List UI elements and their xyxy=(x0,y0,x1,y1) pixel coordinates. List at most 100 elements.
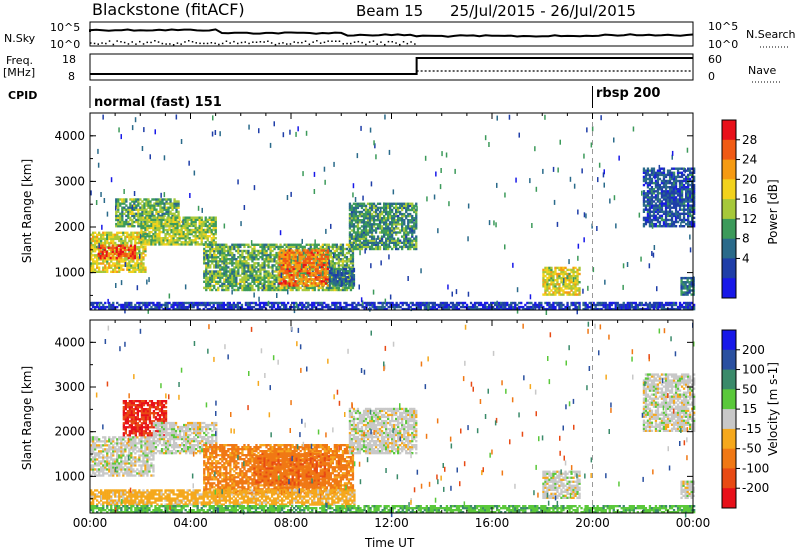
data-cell xyxy=(207,278,210,281)
data-cell xyxy=(269,280,272,283)
data-cell xyxy=(376,202,380,205)
data-cell xyxy=(349,253,353,257)
freq-tick-bottom: 8 xyxy=(68,70,75,83)
data-cell xyxy=(680,281,683,284)
data-cell xyxy=(190,218,193,221)
data-cell xyxy=(354,221,358,224)
data-cell xyxy=(656,225,660,228)
data-cell xyxy=(207,245,210,249)
data-cell xyxy=(267,270,270,273)
data-cell xyxy=(273,288,276,292)
data-cell xyxy=(562,266,565,270)
data-cell xyxy=(389,217,392,220)
data-cell xyxy=(682,276,685,280)
data-cell xyxy=(112,252,115,255)
data-cell xyxy=(261,278,264,281)
data-cell xyxy=(233,245,236,249)
data-cell xyxy=(660,188,664,191)
data-cell xyxy=(98,266,101,269)
data-cell xyxy=(654,208,658,211)
data-cell xyxy=(297,243,300,246)
data-cell xyxy=(337,247,340,251)
cpid-mode-1: normal (fast) 151 xyxy=(94,95,222,110)
data-cell xyxy=(133,252,136,256)
data-cell xyxy=(121,225,124,228)
data-cell xyxy=(650,198,654,201)
data-cell xyxy=(372,221,376,224)
data-cell xyxy=(142,230,145,234)
data-cell xyxy=(385,221,388,224)
data-cell xyxy=(164,218,167,221)
data-cell xyxy=(323,247,326,251)
data-cell xyxy=(343,266,347,269)
data-cell xyxy=(247,243,250,246)
data-cell xyxy=(136,256,139,259)
data-cell xyxy=(314,278,317,281)
data-cell xyxy=(232,301,235,305)
data-cell xyxy=(370,202,374,205)
data-cell xyxy=(142,226,145,230)
data-cell xyxy=(135,214,138,218)
data-cell xyxy=(176,222,179,226)
data-cell xyxy=(140,254,143,257)
data-cell xyxy=(140,222,143,226)
data-cell xyxy=(148,301,151,305)
data-cell xyxy=(656,196,660,199)
data-cell xyxy=(118,303,121,307)
data-cell xyxy=(346,276,350,279)
data-cell xyxy=(660,192,664,195)
data-cell xyxy=(133,244,136,247)
data-cell xyxy=(164,239,167,242)
data-cell xyxy=(142,303,145,307)
data-cell xyxy=(648,210,652,213)
data-cell xyxy=(229,276,232,279)
data-cell xyxy=(658,186,662,189)
data-cell xyxy=(300,253,303,256)
data-cell xyxy=(680,293,683,296)
data-cell xyxy=(103,246,106,249)
nsearch-point xyxy=(402,41,405,43)
data-cell xyxy=(277,247,280,251)
data-cell xyxy=(281,274,284,277)
data-cell xyxy=(407,208,410,212)
data-cell xyxy=(360,212,364,216)
nsearch-point xyxy=(180,43,182,45)
data-cell xyxy=(326,276,329,279)
data-cell xyxy=(680,225,684,228)
data-cell xyxy=(118,237,121,241)
data-cell xyxy=(225,245,228,249)
data-cell xyxy=(650,206,654,209)
data-cell xyxy=(374,214,378,218)
data-cell xyxy=(642,183,646,187)
data-cell xyxy=(674,181,678,185)
data-cell xyxy=(203,260,206,263)
data-cell xyxy=(674,204,678,207)
data-cell xyxy=(124,256,127,259)
data-cell xyxy=(136,233,139,236)
data-cell xyxy=(376,223,380,226)
data-cell xyxy=(123,206,126,209)
data-cell xyxy=(217,245,220,249)
data-cell xyxy=(173,198,176,201)
data-cell xyxy=(282,263,285,267)
data-cell xyxy=(241,280,244,283)
data-cell xyxy=(129,225,132,228)
data-cell xyxy=(162,243,165,246)
data-cell xyxy=(275,288,278,292)
data-cell xyxy=(331,260,334,263)
data-cell xyxy=(129,216,132,220)
data-cell xyxy=(117,214,120,218)
data-cell xyxy=(370,233,374,236)
data-cell xyxy=(407,225,410,228)
data-cell xyxy=(150,222,153,226)
data-cell xyxy=(678,214,682,218)
nsearch-point xyxy=(108,40,111,42)
data-cell xyxy=(650,173,654,177)
data-cell xyxy=(115,198,118,201)
data-cell xyxy=(348,271,352,275)
data-cell xyxy=(251,274,254,277)
data-cell xyxy=(132,235,135,239)
data-cell xyxy=(120,241,123,245)
data-cell xyxy=(674,198,678,201)
data-cell xyxy=(682,200,686,203)
